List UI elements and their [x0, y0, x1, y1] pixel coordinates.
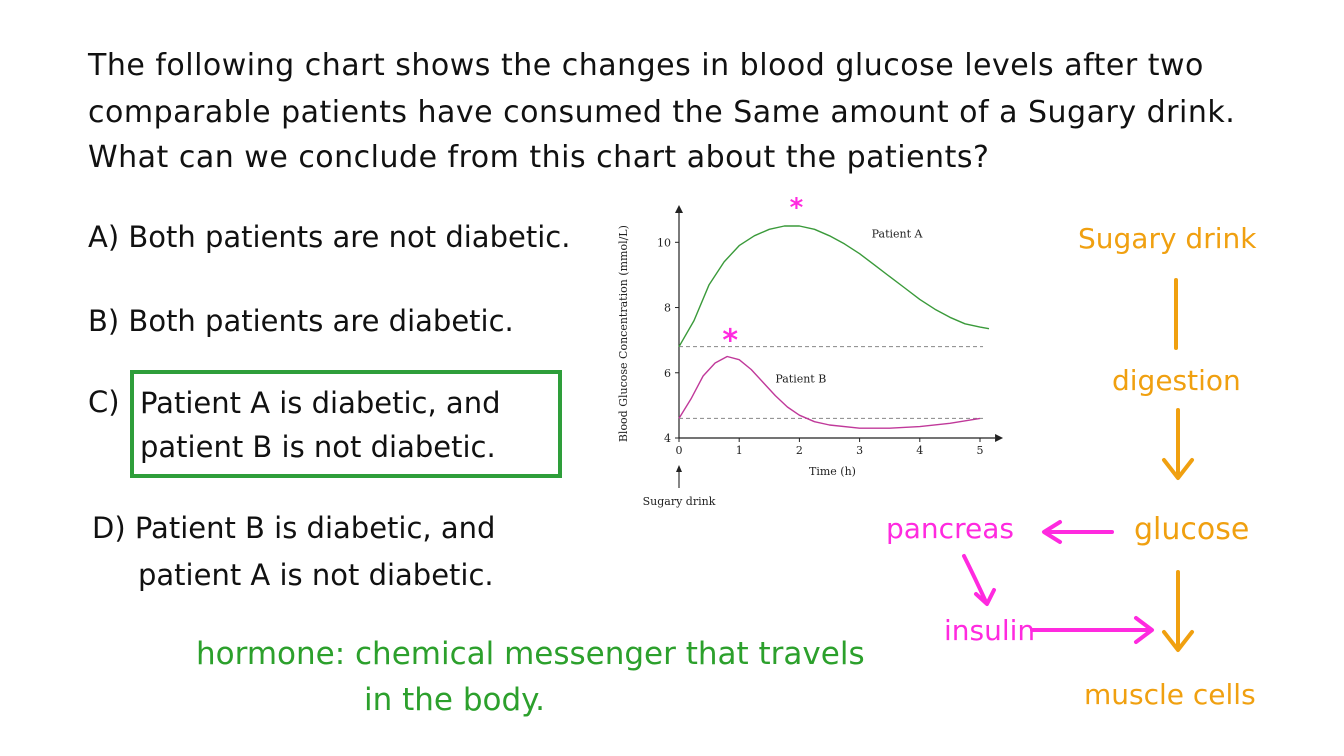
- y-axis-arrow: [675, 204, 683, 213]
- legend-label-patient-a: Patient A: [872, 227, 924, 240]
- option-d-line-2: patient A is not diabetic.: [138, 558, 494, 592]
- option-c-line-1: Patient A is diabetic, and: [140, 386, 501, 420]
- arrow-glucose-to-muscle: [1162, 570, 1194, 652]
- question-line-2: comparable patients have consumed the Sa…: [88, 95, 1236, 130]
- x-tick-label: 4: [916, 444, 923, 457]
- x-tick-label: 2: [796, 444, 803, 457]
- option-c-label: C): [88, 385, 120, 419]
- hormone-definition-line-1: hormone: chemical messenger that travels: [196, 636, 865, 672]
- question-line-1: The following chart shows the changes in…: [88, 48, 1204, 83]
- hormone-definition-line-2: in the body.: [364, 682, 545, 718]
- peak-marker-patient-a: *: [790, 193, 804, 223]
- flow-muscle-cells: muscle cells: [1084, 678, 1256, 711]
- x-axis-title: Time (h): [809, 465, 856, 478]
- arrow-insulin-to-muscle: [1030, 616, 1154, 644]
- option-c-line-2: patient B is not diabetic.: [140, 430, 496, 464]
- y-tick-label: 10: [657, 236, 671, 249]
- sugary-drink-annotation: Sugary drink: [643, 495, 716, 508]
- flow-insulin: insulin: [944, 614, 1036, 647]
- flow-pancreas: pancreas: [886, 512, 1014, 545]
- y-tick-label: 4: [664, 432, 671, 445]
- y-tick-label: 6: [664, 367, 671, 380]
- x-tick-label: 0: [676, 444, 683, 457]
- arrow-digestion-to-glucose: [1162, 408, 1194, 480]
- series-line-patient-b: [678, 355, 981, 429]
- arrow-glucose-to-pancreas: [1042, 520, 1114, 544]
- series-line-patient-a: [678, 225, 990, 348]
- x-tick-label: 5: [977, 444, 984, 457]
- legend-label-patient-b: Patient B: [775, 373, 826, 386]
- option-a: A) Both patients are not diabetic.: [88, 220, 571, 254]
- flow-sugary-drink: Sugary drink: [1078, 222, 1257, 255]
- y-axis-title: Blood Glucose Concentration (mmol/L): [617, 225, 630, 442]
- question-line-3: What can we conclude from this chart abo…: [88, 140, 990, 175]
- arrow-pancreas-to-insulin: [962, 554, 996, 606]
- answer-highlight-box: [130, 370, 562, 478]
- x-axis-arrow: [995, 434, 1004, 442]
- option-b: B) Both patients are diabetic.: [88, 304, 514, 338]
- flow-digestion: digestion: [1112, 364, 1241, 397]
- x-tick-label: 1: [736, 444, 743, 457]
- sugary-drink-arrowhead: [676, 465, 682, 472]
- y-tick-label: 8: [664, 302, 671, 315]
- peak-marker-patient-b: *: [722, 323, 738, 358]
- option-d-line-1: D) Patient B is diabetic, and: [92, 511, 496, 545]
- x-tick-label: 3: [856, 444, 863, 457]
- flow-glucose: glucose: [1134, 512, 1250, 547]
